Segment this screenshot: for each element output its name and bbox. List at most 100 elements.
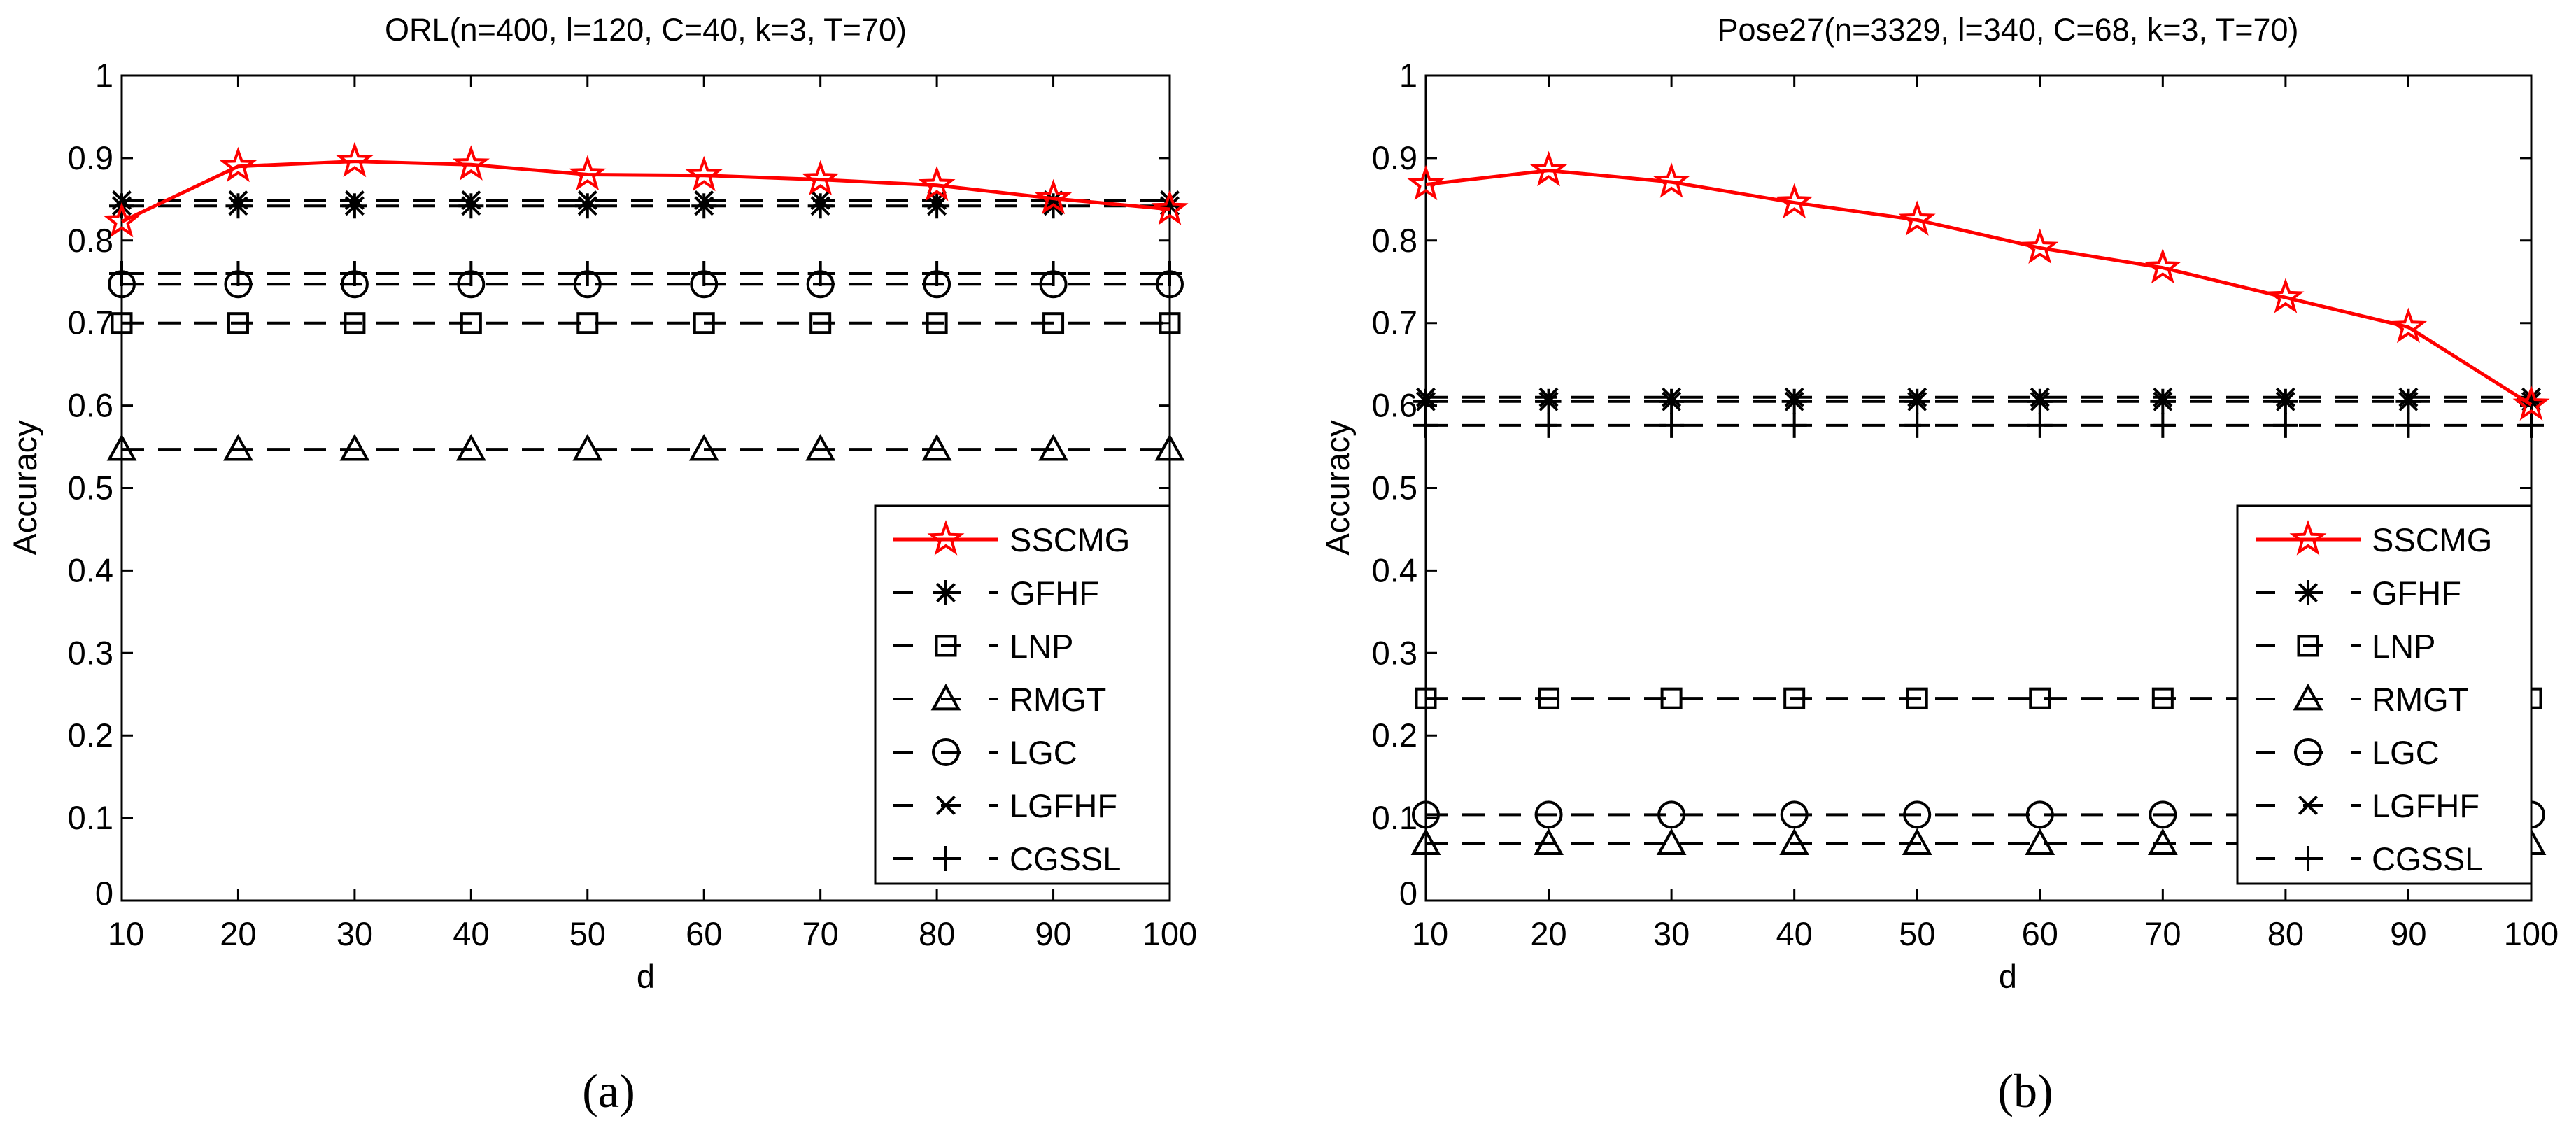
x-tick-label: 100: [1142, 915, 1197, 952]
plus-marker: [691, 260, 717, 286]
square-icon: [2297, 635, 2319, 657]
x-marker-shape: [111, 190, 132, 211]
series-line: [1425, 169, 2533, 407]
plus-marker: [924, 260, 950, 286]
asterisk-marker-shape: [2150, 388, 2176, 414]
asterisk-marker-shape: [1536, 388, 1562, 414]
square-marker: [1042, 312, 1065, 334]
x-marker-shape: [461, 190, 481, 211]
x-icon: [2298, 795, 2319, 816]
chart-panel-a: ORL(n=400, l=120, C=40, k=3, T=70) d Acc…: [6, 12, 1197, 1117]
series-gfhf: [1413, 388, 2544, 414]
x-marker: [1415, 387, 1436, 407]
plus-marker-shape: [2150, 412, 2176, 438]
legend-label: RMGT: [1010, 681, 1106, 718]
star-marker: [1407, 164, 1445, 201]
triangle-marker: [688, 433, 719, 461]
x-tick-label: 20: [1530, 915, 1566, 952]
star-marker: [452, 145, 490, 181]
star-marker-shape: [1653, 162, 1690, 198]
asterisk-marker: [807, 193, 833, 219]
plus-marker: [1781, 412, 1807, 438]
triangle-marker: [1154, 433, 1185, 461]
x-marker: [2153, 387, 2173, 407]
triangle-icon: [930, 683, 961, 711]
asterisk-marker-shape: [933, 580, 958, 605]
star-marker-shape: [927, 520, 965, 556]
x-marker-shape: [2521, 387, 2542, 407]
star-marker: [569, 155, 607, 191]
legend-item: GFHF: [893, 574, 1099, 612]
asterisk-marker-shape: [924, 193, 950, 219]
asterisk-marker: [2395, 388, 2421, 414]
square-marker-shape: [111, 312, 133, 334]
asterisk-marker-shape: [807, 193, 833, 219]
star-marker: [2267, 278, 2305, 313]
square-marker-shape: [1906, 687, 1928, 709]
x-tick-label: 30: [337, 915, 373, 952]
x-marker-shape: [1784, 387, 1804, 407]
triangle-marker: [805, 433, 836, 461]
star-marker-shape: [2512, 385, 2550, 421]
star-marker: [1776, 183, 1813, 219]
star-marker-shape: [103, 202, 141, 238]
square-marker-shape: [2029, 687, 2051, 709]
triangle-marker-shape: [1154, 433, 1185, 461]
square-marker: [1660, 687, 1683, 709]
x-marker-shape: [2398, 387, 2419, 407]
plus-icon: [933, 846, 958, 871]
x-marker-shape: [344, 190, 365, 211]
chart-panel-b: Pose27(n=3329, l=340, C=68, k=3, T=70) d…: [1319, 12, 2559, 1117]
circle-marker: [1780, 800, 1809, 829]
circle-marker-shape: [2025, 800, 2054, 829]
x-tick-label: 90: [1035, 915, 1071, 952]
plus-marker-shape: [2295, 846, 2321, 871]
plus-marker: [2150, 412, 2176, 438]
plus-marker: [109, 260, 134, 286]
x-marker: [228, 190, 248, 211]
x-marker: [2398, 387, 2419, 407]
asterisk-marker-shape: [691, 193, 717, 219]
square-marker: [926, 312, 948, 334]
triangle-marker-shape: [572, 433, 603, 461]
asterisk-icon: [2295, 580, 2321, 605]
circle-icon: [2294, 738, 2322, 766]
circle-marker: [2149, 800, 2177, 829]
plus-marker: [1904, 412, 1930, 438]
plus-marker: [1413, 412, 1438, 438]
triangle-marker-shape: [688, 433, 719, 461]
asterisk-marker-shape: [1413, 388, 1438, 414]
chart-title: Pose27(n=3329, l=340, C=68, k=3, T=70): [1717, 12, 2298, 48]
legend-box: [874, 504, 1171, 885]
series-lnp: [111, 312, 1181, 334]
y-tick-label: 0.2: [1372, 716, 1417, 754]
square-marker-shape: [693, 312, 715, 334]
y-tick-label: 0.3: [68, 634, 113, 671]
legend-item: RMGT: [893, 681, 1106, 718]
star-marker-shape: [1898, 200, 1936, 236]
triangle-marker: [1410, 828, 1441, 856]
y-tick-label: 0.7: [68, 304, 113, 341]
asterisk-marker: [458, 193, 484, 219]
star-marker: [1034, 178, 1073, 215]
plus-marker-shape: [1904, 412, 1930, 438]
series-cgssl: [109, 260, 1182, 286]
y-axis-label: Accuracy: [1319, 420, 1356, 556]
legend-item: SSCMG: [893, 520, 1130, 558]
x-marker: [1159, 190, 1180, 211]
star-marker-shape: [2289, 520, 2327, 556]
plus-marker-shape: [1659, 412, 1685, 438]
circle-marker-shape: [1657, 800, 1686, 829]
circle-marker: [1412, 800, 1440, 829]
square-marker-shape: [1783, 687, 1806, 709]
square-marker: [1159, 312, 1181, 334]
legend-label: SSCMG: [2372, 521, 2492, 558]
legend-label: LNP: [1010, 628, 1073, 665]
square-marker-shape: [1159, 312, 1181, 334]
asterisk-marker: [574, 193, 600, 219]
x-tick-label: 80: [2267, 915, 2304, 952]
star-marker-shape: [2021, 228, 2059, 264]
x-tick-label: 60: [2022, 915, 2058, 952]
asterisk-marker: [924, 193, 950, 219]
